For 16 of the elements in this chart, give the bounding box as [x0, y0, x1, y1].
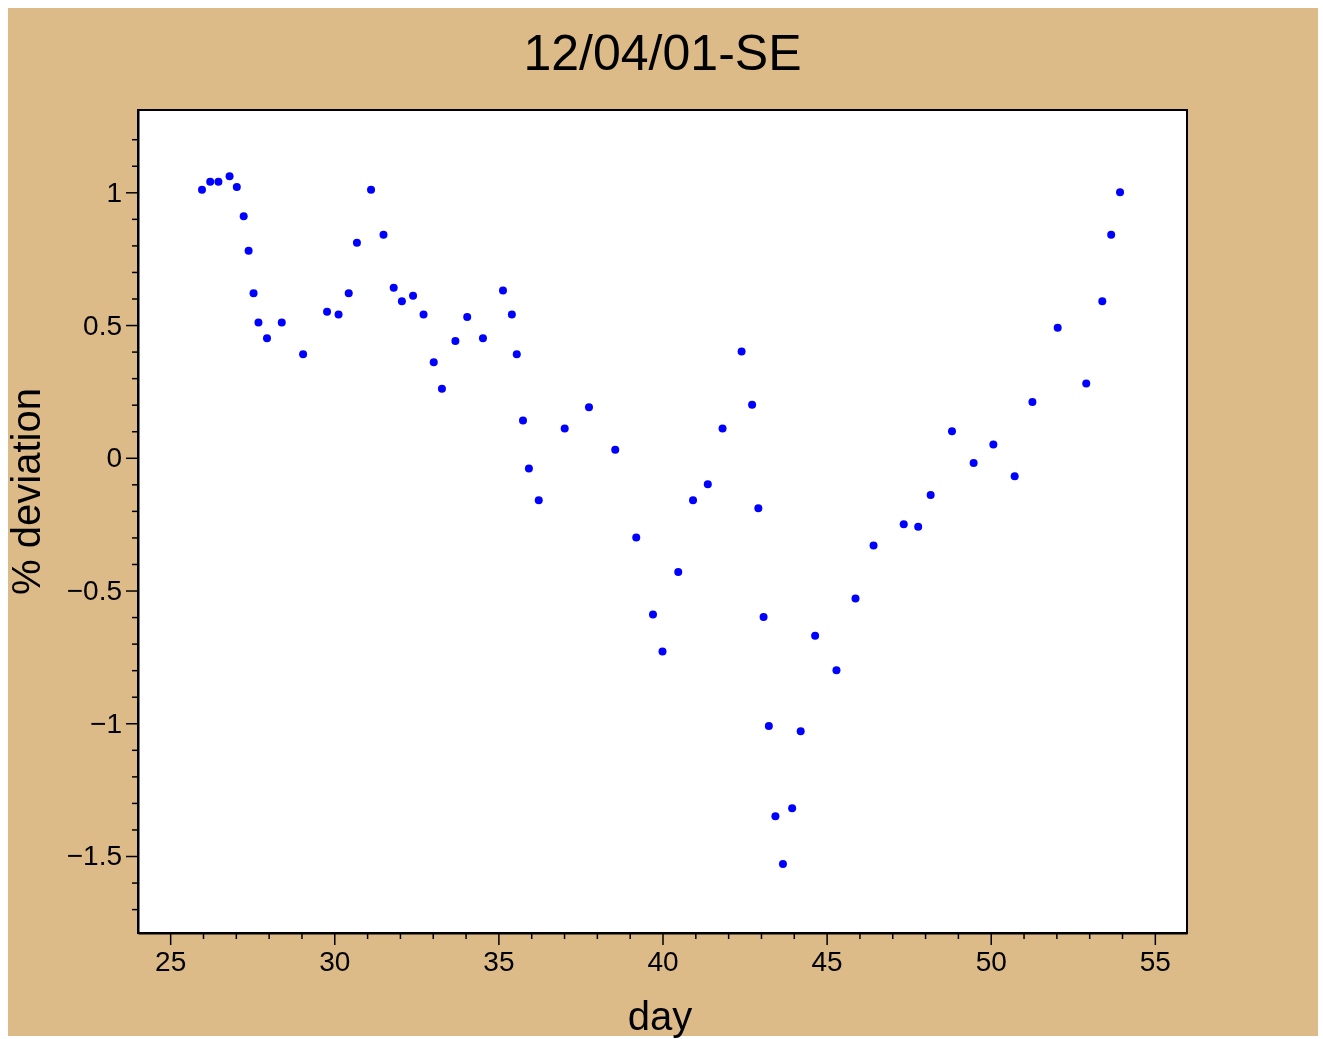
- y-axis-title: % deviation: [4, 388, 48, 595]
- x-axis-title: day: [627, 994, 693, 1038]
- y-tick-label: −1.5: [66, 840, 122, 872]
- y-tick-label: −0.5: [66, 574, 122, 606]
- x-tick-label: 25: [155, 946, 187, 977]
- x-tick-label: 35: [483, 946, 515, 977]
- y-tick-label: 0.5: [83, 309, 122, 341]
- x-tick-label: 40: [647, 946, 679, 977]
- y-tick-label: 0: [106, 442, 122, 474]
- x-tick-label: 30: [319, 946, 351, 977]
- x-tick-label: 50: [975, 946, 1007, 977]
- chart-title: 12/04/01-SE: [523, 25, 802, 81]
- y-tick-label: 1: [106, 176, 122, 208]
- x-tick-label: 55: [1139, 946, 1171, 977]
- y-tick-label: −1: [90, 707, 122, 739]
- x-tick-label: 45: [811, 946, 843, 977]
